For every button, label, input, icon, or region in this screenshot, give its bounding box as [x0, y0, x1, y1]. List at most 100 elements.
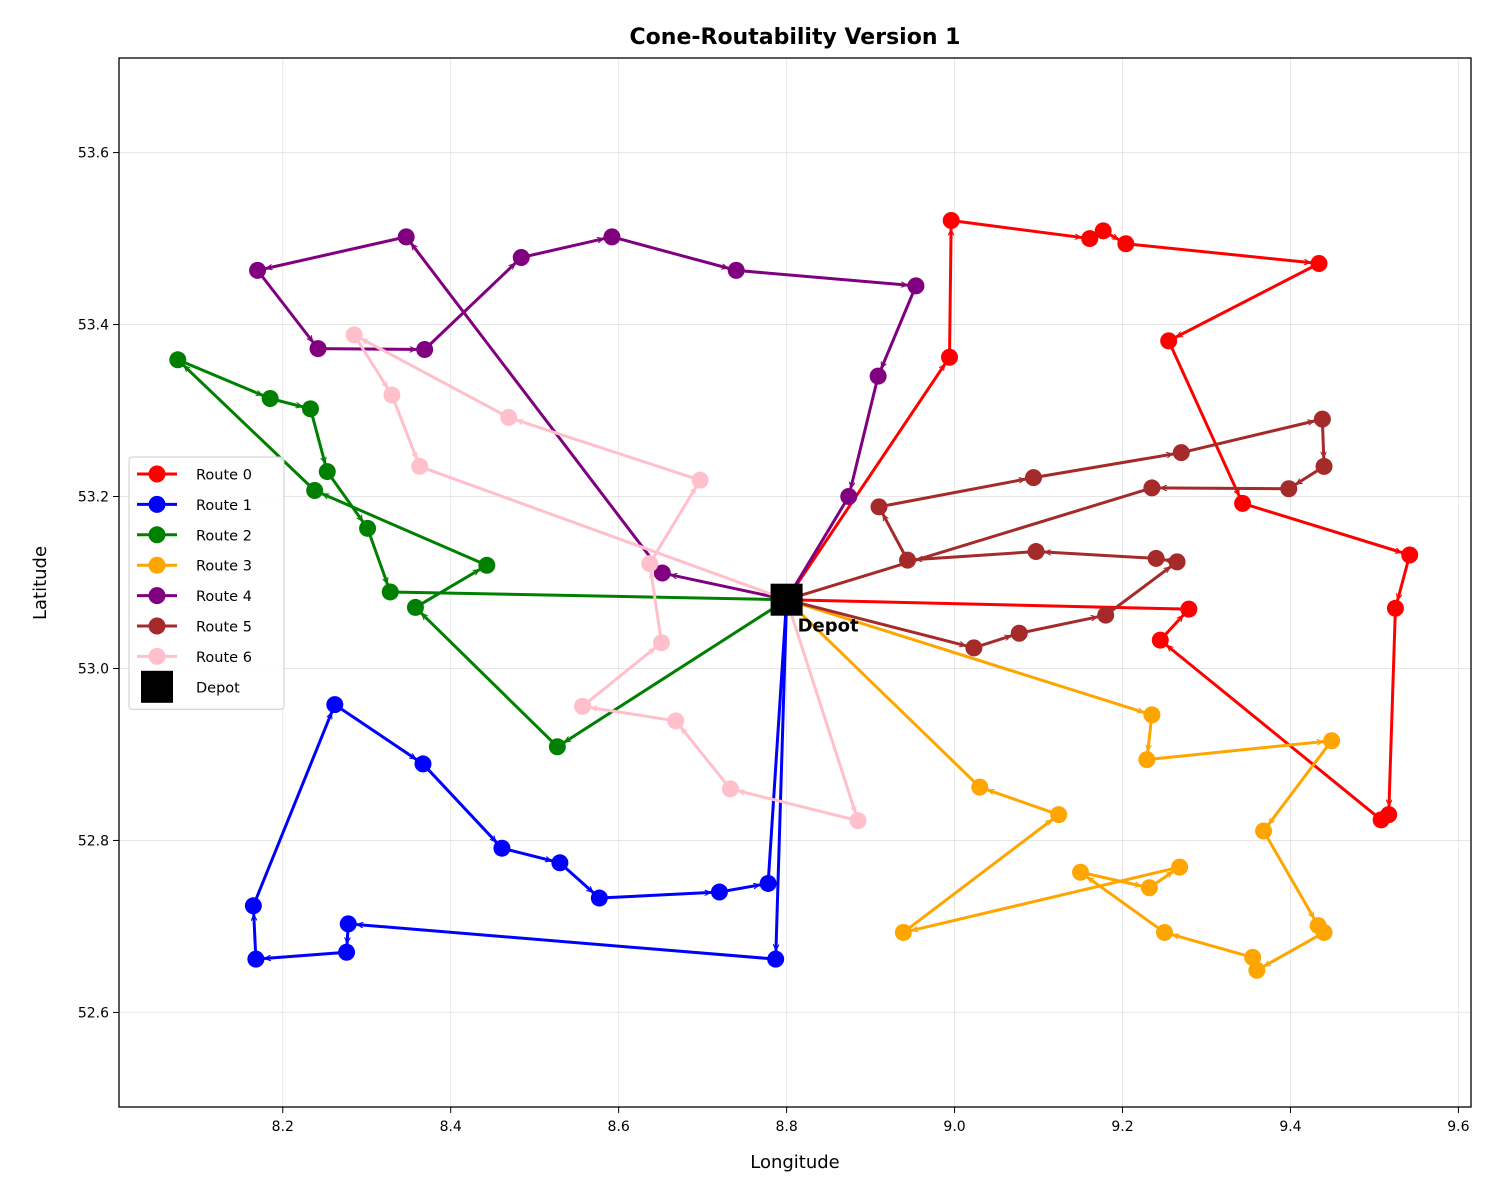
route-1-arrow [745, 885, 759, 887]
route-4-stop [907, 277, 925, 295]
legend-label: Route 4 [196, 589, 252, 605]
route-4-segment [734, 268, 918, 288]
route-2-arrow [381, 569, 388, 583]
route-2-arrow [466, 569, 479, 578]
route-5-stop [1313, 410, 1331, 428]
depot-marker [770, 583, 803, 616]
route-2-segment [176, 358, 317, 492]
route-0-segment [1387, 606, 1397, 817]
route-2-stop [301, 400, 319, 418]
route-1-arrow [696, 892, 710, 893]
legend-marker [148, 556, 166, 574]
route-1-segment [774, 598, 789, 961]
route-3-arrow [988, 790, 1002, 796]
route-6-stop [641, 555, 659, 573]
route-3-segment [1145, 739, 1334, 762]
route-0-arrow [1296, 261, 1310, 262]
route-1-segment [251, 703, 337, 908]
route-2-stop [318, 463, 336, 481]
route-4-stop [727, 261, 745, 279]
route-5-segment [1179, 417, 1324, 455]
route-2-segment [555, 598, 789, 749]
route-4-segment [404, 235, 664, 575]
route-3-stop [1138, 751, 1156, 769]
route-3-stop [894, 923, 912, 941]
y-tick-label: 53.0 [78, 661, 109, 677]
route-4-stop [416, 340, 434, 358]
route-6-arrow [362, 338, 375, 347]
route-1-series [244, 598, 789, 968]
route-0-stop [1386, 599, 1404, 617]
legend-marker [148, 587, 166, 605]
route-1-arrow [403, 750, 416, 760]
route-4-series [249, 228, 925, 602]
route-0-stop [1151, 631, 1169, 649]
legend-marker [148, 526, 166, 544]
legend-label: Route 2 [196, 528, 252, 544]
legend: Route 0 Route 1 Route 2 Route 3 Route 4 Route… [128, 456, 285, 710]
route-4-arrow [713, 263, 728, 268]
route-6-segment [418, 464, 789, 602]
route-0-segment [1158, 638, 1383, 822]
route-0-arrow [1177, 329, 1190, 338]
route-2-stop [306, 481, 324, 499]
route-5-stop [899, 551, 917, 569]
route-1-arrow [254, 915, 255, 929]
route-0-segment [785, 598, 1191, 611]
route-6-arrow [651, 572, 653, 587]
route-3-segment [901, 813, 1061, 934]
route-4-stop [653, 564, 671, 582]
route-1-stop [338, 943, 356, 961]
route-6-segment [785, 598, 860, 823]
plot-frame [118, 57, 1472, 1108]
route-0-arrow [1066, 236, 1081, 238]
route-0-arrow [1172, 616, 1182, 627]
route-2-arrow [422, 614, 433, 625]
route-6-stop [345, 326, 363, 344]
route-0-segment [1124, 242, 1321, 266]
route-0-stop [1180, 600, 1198, 618]
depot-layer: Depot [770, 583, 859, 637]
route-3-arrow [1265, 958, 1278, 967]
route-6-stop [383, 386, 401, 404]
legend-marker [148, 495, 166, 513]
route-1-stop [414, 755, 432, 773]
route-1-arrow [357, 925, 372, 926]
chart-title: Cone-Routability Version 1 [630, 25, 961, 50]
route-5-stop [1010, 624, 1028, 642]
route-2-arrow [287, 403, 302, 406]
route-6-arrow [517, 420, 531, 426]
route-3-stop [1171, 858, 1189, 876]
route-6-arrow [591, 708, 606, 710]
route-3-arrow [912, 927, 926, 930]
legend-label: Route 1 [196, 498, 252, 514]
route-5-arrow [1158, 567, 1170, 577]
route-5-arrow [1045, 552, 1060, 553]
route-4-stop [397, 228, 415, 246]
route-5-arrow [1158, 454, 1173, 456]
route-5-stop [1024, 469, 1042, 487]
route-1-stop [244, 897, 262, 915]
route-2-arrow [184, 366, 196, 377]
route-2-stop [169, 351, 187, 369]
route-6-arrow [739, 791, 753, 794]
route-1-segment [346, 922, 778, 961]
route-5-segment [877, 476, 1035, 509]
route-3-arrow [1269, 812, 1279, 824]
route-4-arrow [882, 354, 888, 368]
route-0-segment [1167, 339, 1245, 505]
route-5-segment [785, 598, 976, 650]
x-tick-label: 8.4 [440, 1119, 462, 1135]
legend-marker [148, 465, 166, 483]
route-0-arrow [1167, 646, 1179, 656]
route-0-stop [941, 348, 959, 366]
route-4-segment [256, 235, 408, 272]
route-1-segment [766, 598, 789, 885]
route-3-arrow [1160, 871, 1173, 881]
route-3-stop [1050, 806, 1068, 824]
route-2-stop [359, 519, 377, 537]
route-3-stop [1140, 879, 1158, 897]
y-tick-label: 53.4 [78, 318, 109, 334]
route-3-arrow [1305, 905, 1315, 918]
route-4-stop [512, 248, 530, 266]
